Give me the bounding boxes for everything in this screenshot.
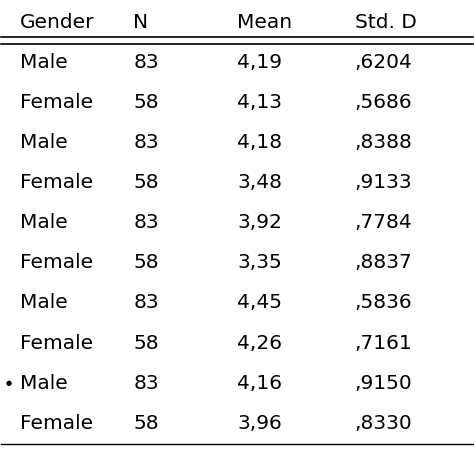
Text: 4,26: 4,26: [237, 334, 282, 353]
Text: 83: 83: [133, 213, 159, 232]
Text: 4,45: 4,45: [237, 293, 282, 312]
Text: Male: Male: [20, 133, 68, 152]
Text: Male: Male: [20, 374, 68, 392]
Text: 58: 58: [133, 173, 159, 192]
Text: ,5836: ,5836: [355, 293, 412, 312]
Text: Std. D: Std. D: [355, 13, 417, 32]
Text: N: N: [133, 13, 148, 32]
Text: Gender: Gender: [20, 13, 95, 32]
Text: 58: 58: [133, 93, 159, 112]
Text: 58: 58: [133, 414, 159, 433]
Text: Mean: Mean: [237, 13, 292, 32]
Text: 83: 83: [133, 374, 159, 392]
Text: 4,18: 4,18: [237, 133, 282, 152]
Text: ,9133: ,9133: [355, 173, 412, 192]
Text: 4,16: 4,16: [237, 374, 282, 392]
Text: Female: Female: [20, 93, 93, 112]
Text: ●: ●: [6, 380, 12, 386]
Text: 3,48: 3,48: [237, 173, 282, 192]
Text: 4,13: 4,13: [237, 93, 282, 112]
Text: 3,35: 3,35: [237, 254, 282, 273]
Text: ,8388: ,8388: [355, 133, 413, 152]
Text: ,8837: ,8837: [355, 254, 412, 273]
Text: 3,92: 3,92: [237, 213, 282, 232]
Text: ,6204: ,6204: [355, 53, 413, 72]
Text: ,9150: ,9150: [355, 374, 412, 392]
Text: ,7784: ,7784: [355, 213, 412, 232]
Text: 3,96: 3,96: [237, 414, 282, 433]
Text: 83: 83: [133, 53, 159, 72]
Text: Male: Male: [20, 213, 68, 232]
Text: Female: Female: [20, 334, 93, 353]
Text: Male: Male: [20, 53, 68, 72]
Text: 58: 58: [133, 334, 159, 353]
Text: Female: Female: [20, 173, 93, 192]
Text: Female: Female: [20, 414, 93, 433]
Text: ,7161: ,7161: [355, 334, 412, 353]
Text: 83: 83: [133, 293, 159, 312]
Text: ,8330: ,8330: [355, 414, 412, 433]
Text: 83: 83: [133, 133, 159, 152]
Text: Male: Male: [20, 293, 68, 312]
Text: Female: Female: [20, 254, 93, 273]
Text: ,5686: ,5686: [355, 93, 412, 112]
Text: 4,19: 4,19: [237, 53, 282, 72]
Text: 58: 58: [133, 254, 159, 273]
